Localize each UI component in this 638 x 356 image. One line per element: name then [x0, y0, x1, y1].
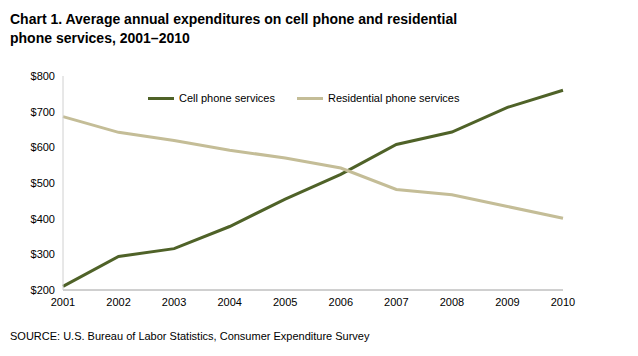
svg-text:2007: 2007 [384, 296, 408, 308]
svg-text:2003: 2003 [162, 296, 186, 308]
svg-text:2010: 2010 [551, 296, 575, 308]
svg-text:$500: $500 [31, 177, 55, 189]
svg-text:2004: 2004 [217, 296, 241, 308]
svg-text:$800: $800 [31, 70, 55, 82]
html-text:Residential phone services: Residential phone services [328, 92, 460, 104]
svg-text:$200: $200 [31, 284, 55, 296]
html-text:Cell phone services: Cell phone services [179, 92, 275, 104]
svg-text:$700: $700 [31, 106, 55, 118]
svg-text:2001: 2001 [51, 296, 75, 308]
svg-text:2009: 2009 [495, 296, 519, 308]
svg-text:2006: 2006 [329, 296, 353, 308]
svg-text:2008: 2008 [440, 296, 464, 308]
svg-text:2005: 2005 [273, 296, 297, 308]
svg-text:$600: $600 [31, 141, 55, 153]
svg-text:$300: $300 [31, 248, 55, 260]
html-text:Chart 1. Average annual expend: Chart 1. Average annual expenditures on … [10, 11, 458, 46]
svg-text:$400: $400 [31, 213, 55, 225]
html-text:SOURCE: U.S. Bureau of Labor S: SOURCE: U.S. Bureau of Labor Statistics,… [10, 330, 370, 342]
svg-text:2002: 2002 [106, 296, 130, 308]
